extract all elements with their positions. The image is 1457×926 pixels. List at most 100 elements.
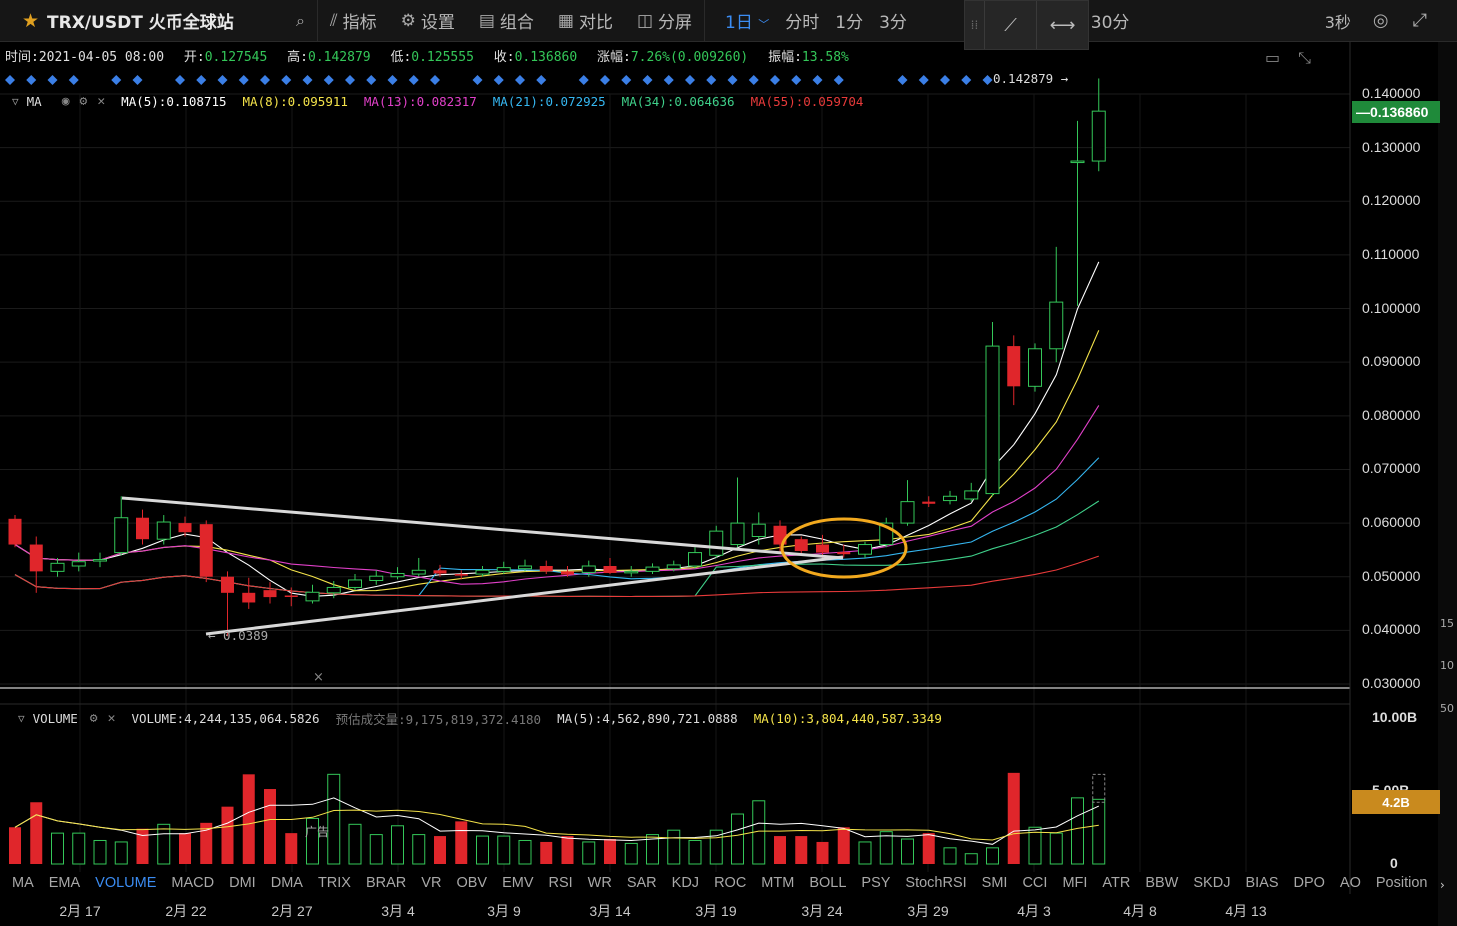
ma34-line [14,500,1100,598]
high-price-marker: 0.142879 → [993,71,1069,86]
volume-bar [1071,797,1084,865]
volume-ma10-line [14,809,1099,841]
indicator-tab-sar[interactable]: SAR [626,875,657,891]
ma55-value: MA(55):0.059704 [750,94,864,109]
ma55-line [14,555,1099,598]
indicator-tab-ao[interactable]: AO [1339,875,1361,891]
kline-chart[interactable]: 0.142879 → ← 0.0389 × 广告 [0,42,1457,894]
candle-body [624,570,639,574]
interval-3m[interactable]: 3分 [879,13,907,33]
signal-diamond-icon [5,75,15,85]
expand-chevron-icon[interactable]: › [1440,878,1445,892]
signal-diamond-icon [727,75,738,85]
indicator-tab-vr[interactable]: VR [421,875,442,891]
interval-1d[interactable]: 1日 ﹀ [725,13,770,33]
volume-bar [667,829,681,865]
drawn-trendline-lower [205,555,844,636]
right-side-strip: 15 10 50 › [1438,42,1457,926]
interval-timeshare[interactable]: 分时 [785,13,820,33]
indicator-button[interactable]: ⫽ 指标 [330,10,377,34]
indicator-tab-volume[interactable]: VOLUME [95,875,157,891]
maximize-panel-icon[interactable]: ⤡ [1298,48,1311,67]
trendline-icon[interactable]: ⟋ [1004,14,1017,36]
horizontal-line-icon[interactable]: ⟷ [1036,1,1088,49]
signal-diamond-icon [770,75,780,85]
candle-body [794,539,808,551]
chart-settings-icon[interactable]: ▭ [1265,48,1281,67]
signal-diamond-icon [408,75,419,85]
indicator-tab-rsi[interactable]: RSI [548,875,573,891]
indicator-tab-mfi[interactable]: MFI [1062,875,1088,891]
indicator-tab-bias[interactable]: BIAS [1245,875,1279,891]
collapse-caret-icon[interactable]: ▽ [12,95,19,108]
candle-body [688,552,702,567]
indicator-tab-bbw[interactable]: BBW [1145,875,1179,891]
indicator-tab-macd[interactable]: MACD [171,875,215,891]
drag-handle[interactable]: ⁞⁞ [965,1,985,49]
price-tick-label: 0.120000 [1362,192,1421,209]
candle-body [433,570,447,574]
symbol-area[interactable]: ★ TRX/USDT 火币全球站 ⌕ [0,0,318,42]
volume-bar [497,835,511,865]
indicator-tab-skdj[interactable]: SKDJ [1193,875,1231,891]
toolbar-right: 3秒 ◎ ⤢ [1325,9,1457,33]
candle-body [284,595,298,597]
time-axis-label: 4月 8 [1123,903,1157,919]
collapse-caret-icon[interactable]: ▽ [18,712,25,725]
time-axis-label: 3月 19 [695,903,737,919]
candle-body [1028,348,1042,387]
ohlc-info-bar: 时间:2021-04-05 08:00 开:0.127545 高:0.14287… [5,50,849,65]
fullscreen-icon[interactable]: ⤢ [1412,10,1427,31]
search-icon[interactable]: ⌕ [296,10,305,30]
compare-button[interactable]: ▦ 对比 [557,10,613,34]
indicator-tab-dmi[interactable]: DMI [229,875,256,891]
volume-bar [264,789,276,864]
candle-body [326,586,341,594]
indicator-tab-dpo[interactable]: DPO [1293,875,1325,891]
indicator-tab-psy[interactable]: PSY [861,875,891,891]
indicator-tab-stochrsi[interactable]: StochRSI [905,875,967,891]
refresh-rate[interactable]: 3秒 [1324,12,1351,32]
signal-diamond-icon [175,75,185,85]
camera-icon[interactable]: ◎ [1372,10,1389,31]
volume-bar [604,839,616,864]
interval-30m[interactable]: 30分 [1090,13,1130,33]
indicator-tab-ma[interactable]: MA [12,875,34,891]
indicator-tab-emv[interactable]: EMV [502,875,534,891]
indicator-tab-smi[interactable]: SMI [981,875,1008,891]
candle-body [114,517,129,554]
indicator-tab-boll[interactable]: BOLL [809,875,847,891]
indicator-tab-ema[interactable]: EMA [48,875,81,891]
settings-button[interactable]: ⚙ 设置 [400,10,455,34]
eye-icon[interactable]: ◉ [61,94,70,109]
indicator-tab-atr[interactable]: ATR [1102,875,1131,891]
indicator-tab-dma[interactable]: DMA [270,875,303,891]
gear-icon[interactable]: ⚙ [79,94,88,109]
indicator-tab-obv[interactable]: OBV [456,875,488,891]
signal-diamond-icon [238,75,249,85]
star-icon[interactable]: ★ [22,9,40,32]
close-icon[interactable]: ✕ [107,711,116,726]
split-screen-button[interactable]: ◫ 分屏 [636,10,693,34]
indicator-tab-mtm[interactable]: MTM [761,875,795,891]
indicator-tab-trix[interactable]: TRIX [317,875,351,891]
gear-icon[interactable]: ⚙ [89,711,98,726]
combo-button[interactable]: ▤ 组合 [478,10,534,34]
indicator-tab-brar[interactable]: BRAR [365,875,407,891]
candle-body [305,591,320,602]
indicator-tab-cci[interactable]: CCI [1022,875,1048,891]
indicator-tab-kdj[interactable]: KDJ [671,875,700,891]
time-axis-label: 4月 13 [1225,903,1267,919]
interval-1m[interactable]: 1分 [835,13,864,33]
volume-bar [858,841,872,865]
candle-body [816,544,829,553]
indicator-tab-roc[interactable]: ROC [714,875,747,891]
volume-bar [30,802,43,864]
vol-ma5-value: MA(5):4,562,890,721.0888 [557,711,738,726]
candle-body [751,523,766,537]
indicator-tab-wr[interactable]: WR [587,875,612,891]
candle-body [709,530,724,556]
price-tick-label: 0.130000 [1362,138,1421,155]
indicator-tab-position[interactable]: Position [1375,875,1428,891]
close-icon[interactable]: ✕ [97,94,106,109]
